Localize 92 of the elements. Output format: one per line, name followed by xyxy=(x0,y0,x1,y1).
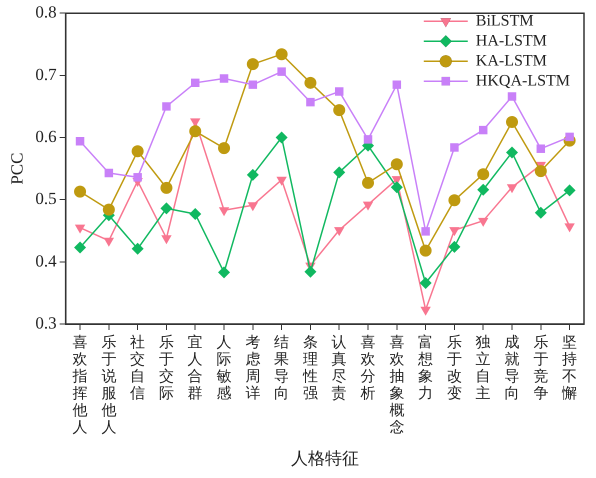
x-tick-label: 人际敏感 xyxy=(216,333,232,402)
point xyxy=(218,266,230,278)
x-tick-label: 认真尽责 xyxy=(331,333,348,402)
point xyxy=(364,135,372,144)
point xyxy=(304,76,316,89)
point xyxy=(448,240,460,253)
point xyxy=(102,204,115,216)
point xyxy=(74,224,86,234)
x-tick-label: 独立自主 xyxy=(475,333,492,402)
point xyxy=(478,218,488,227)
point xyxy=(76,137,84,146)
point xyxy=(276,176,287,186)
point xyxy=(477,184,490,196)
y-axis-title: PCC xyxy=(8,152,27,185)
point xyxy=(160,202,172,214)
legend-label: BiLSTM xyxy=(476,12,534,30)
point xyxy=(333,166,346,178)
point xyxy=(276,132,288,144)
point xyxy=(420,244,432,257)
x-tick-label: 乐于说服他人 xyxy=(100,333,117,436)
point xyxy=(421,227,430,236)
point xyxy=(276,48,288,60)
point xyxy=(133,173,142,182)
x-axis-title: 人格特征 xyxy=(290,449,359,470)
x-tick-label: 考虑周详 xyxy=(244,333,261,402)
point xyxy=(420,276,432,289)
point xyxy=(218,207,230,216)
y-tick-label: 0.6 xyxy=(35,126,57,146)
point xyxy=(564,184,576,196)
point xyxy=(189,125,202,138)
legend-label: HA-LSTM xyxy=(476,32,547,50)
point xyxy=(536,144,546,153)
point xyxy=(132,145,144,158)
y-tick-label: 0.5 xyxy=(35,189,57,208)
point xyxy=(506,184,518,194)
point xyxy=(132,242,144,255)
x-tick-label: 条理性强 xyxy=(302,333,318,402)
point xyxy=(220,74,228,83)
point xyxy=(246,58,259,70)
x-tick-label: 乐于交际 xyxy=(158,333,174,402)
point xyxy=(448,194,460,206)
point xyxy=(534,165,547,178)
point xyxy=(104,168,114,178)
x-tick-label: 乐于竞争 xyxy=(532,333,549,402)
point xyxy=(449,227,460,236)
point xyxy=(189,208,202,220)
y-tick-label: 0.3 xyxy=(35,313,57,332)
y-tick-label: 0.8 xyxy=(35,2,57,22)
point xyxy=(390,181,403,194)
legend-label: HKQA-LSTM xyxy=(476,72,570,90)
legend-label: KA-LSTM xyxy=(476,52,547,70)
x-tick-label: 坚持不懈 xyxy=(562,333,578,402)
x-tick-label: 宜人合群 xyxy=(187,333,204,402)
x-tick-label: 喜欢分析 xyxy=(360,333,376,402)
point xyxy=(104,238,114,247)
point xyxy=(248,202,258,212)
x-tick-label: 结果导向 xyxy=(274,333,290,402)
y-tick-label: 0.7 xyxy=(35,64,58,84)
point xyxy=(304,266,316,278)
point xyxy=(420,306,431,316)
x-tick-label: 喜欢抽象概念 xyxy=(388,333,405,436)
point xyxy=(306,98,315,106)
point xyxy=(160,182,172,194)
x-tick-label: 乐于改变 xyxy=(446,333,462,402)
x-tick-label: 成就导向 xyxy=(504,333,520,402)
x-tick-label: 喜欢指挥他人 xyxy=(72,333,88,436)
point xyxy=(248,80,258,89)
point xyxy=(74,186,86,198)
point xyxy=(218,142,230,154)
point xyxy=(564,223,575,232)
point xyxy=(246,168,259,181)
point xyxy=(477,168,490,180)
point xyxy=(506,146,518,158)
point xyxy=(162,102,171,111)
point xyxy=(450,143,459,152)
point xyxy=(506,116,518,128)
x-tick-label: 社交自信 xyxy=(130,333,146,402)
point xyxy=(334,87,344,96)
x-tick-label: 富想象力 xyxy=(418,333,434,402)
point xyxy=(362,202,374,211)
point xyxy=(392,80,402,89)
point xyxy=(534,206,547,219)
point xyxy=(334,227,344,236)
point xyxy=(390,158,403,170)
y-tick-label: 0.4 xyxy=(35,251,58,270)
point xyxy=(161,235,172,244)
point xyxy=(74,242,86,254)
point xyxy=(362,176,374,189)
point xyxy=(478,126,488,134)
point xyxy=(277,67,286,76)
point xyxy=(333,104,346,116)
point xyxy=(190,78,200,88)
